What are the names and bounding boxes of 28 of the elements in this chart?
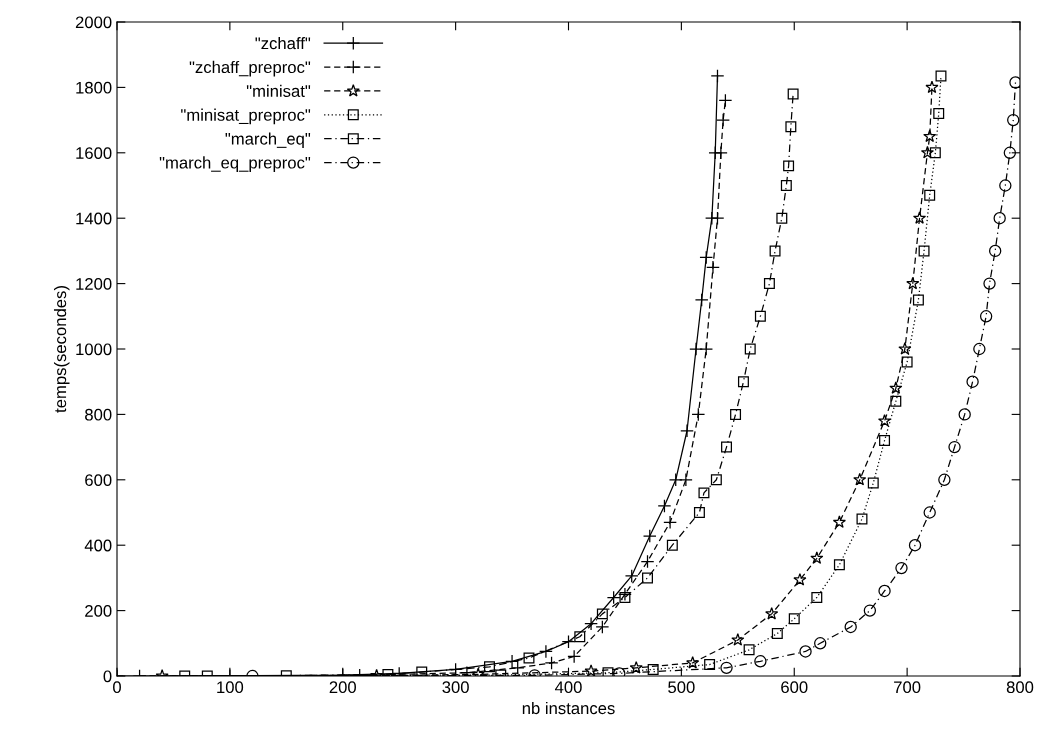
legend-label: "zchaff": [255, 37, 311, 50]
y-tick-label: 600: [85, 474, 112, 486]
x-tick-label: 700: [894, 681, 921, 694]
legend-label: "minisat_preproc": [181, 108, 311, 125]
x-tick-label: 100: [217, 681, 244, 694]
legend-label: "minisat": [246, 84, 311, 97]
y-tick-label: 1800: [76, 81, 112, 94]
x-tick-label: 500: [668, 681, 695, 694]
y-tick-label: 2000: [75, 16, 112, 29]
y-tick-label: 1000: [76, 343, 112, 356]
x-tick-label: 800: [1006, 681, 1034, 694]
y-tick-label: 800: [85, 408, 112, 421]
y-tick-label: 200: [85, 605, 112, 617]
legend-label: "zchaff_preproc": [189, 60, 311, 77]
legend-label: "march_eq": [225, 132, 311, 149]
legend-label: "march_eq_preproc": [159, 156, 311, 172]
x-tick-label: 400: [554, 681, 582, 694]
x-axis-title: nb instances: [522, 701, 615, 715]
y-tick-label: 1600: [76, 147, 112, 159]
x-tick-label: 600: [781, 681, 808, 694]
x-tick-label: 0: [113, 681, 121, 694]
y-tick-label: 1400: [76, 212, 112, 225]
x-tick-label: 200: [329, 681, 356, 694]
y-tick-label: 400: [84, 539, 112, 552]
y-tick-label: 0: [103, 670, 112, 683]
y-axis-title: temps(secondes): [53, 286, 70, 413]
x-tick-label: 300: [442, 681, 469, 694]
y-tick-label: 1200: [76, 278, 112, 290]
